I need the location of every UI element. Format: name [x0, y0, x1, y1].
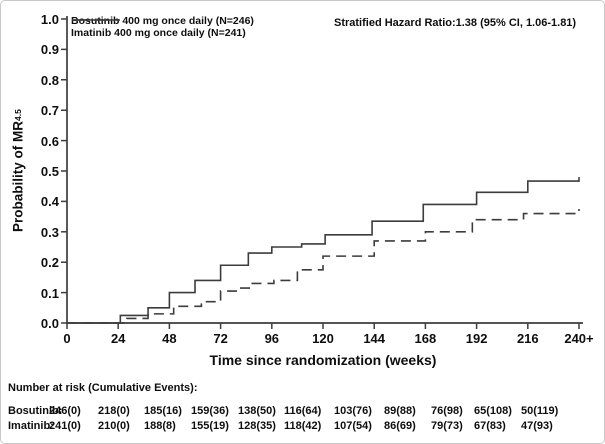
y-tick-label: 0.0: [40, 316, 59, 331]
x-tick-label: 0: [63, 331, 71, 346]
x-tick-label: 144: [363, 331, 386, 346]
legend-label: Imatinib 400 mg once daily (N=241): [71, 27, 246, 39]
risk-cell: 138(50): [238, 405, 276, 417]
dashed-line-icon: [72, 19, 120, 21]
legend-item-imatinib: Imatinib 400 mg once daily (N=241): [71, 19, 254, 39]
risk-cell: 67(83): [474, 420, 506, 432]
risk-cell: 107(54): [334, 420, 372, 432]
x-tick-label: 96: [264, 331, 280, 346]
x-tick-label: 168: [414, 331, 437, 346]
x-tick-label: 216: [516, 331, 539, 346]
hazard-ratio-annotation: Stratified Hazard Ratio:1.38 (95% CI, 1.…: [334, 17, 577, 29]
y-tick-label: 0.7: [40, 103, 59, 119]
risk-table-row: Imatinib: 241(0) 210(0) 188(8) 155(19) 128(35…: [1, 420, 604, 433]
risk-cell: 218(0): [98, 405, 130, 417]
y-axis-title-text: Probability of MR: [10, 121, 26, 233]
risk-cell: 86(69): [384, 420, 416, 432]
risk-cell: 47(93): [521, 420, 553, 432]
risk-cell: 76(98): [431, 405, 463, 417]
risk-table-title: Number at risk (Cumulative Events):: [8, 382, 198, 394]
risk-cell: 159(36): [191, 405, 229, 417]
km-curve-imatinib: [67, 209, 580, 324]
risk-cell: 103(76): [334, 405, 372, 417]
risk-cell: 65(108): [474, 405, 512, 417]
risk-cell: 210(0): [98, 420, 130, 432]
y-tick-label: 0.4: [40, 194, 59, 210]
y-tick-label: 0.1: [40, 285, 59, 301]
y-tick-label: 1.0: [40, 12, 59, 27]
legend: Bosutinib 400 mg once daily (N=246) Imat…: [71, 15, 254, 39]
y-axis-title-superscript: 4.5: [13, 109, 23, 122]
risk-cell: 128(35): [238, 420, 276, 432]
risk-cell: 155(19): [191, 420, 229, 432]
km-curve-bosutinib: [67, 177, 580, 324]
risk-cell: 185(16): [144, 405, 182, 417]
risk-cell: 116(64): [284, 405, 322, 417]
risk-cell: 89(88): [384, 405, 416, 417]
x-tick-label: 24: [110, 331, 126, 346]
x-axis-title: Time since randomization (weeks): [209, 352, 437, 368]
km-plot-canvas: [61, 16, 583, 329]
risk-cell: 188(8): [144, 420, 176, 432]
x-tick-label: 72: [213, 331, 228, 346]
y-tick-label: 0.6: [40, 133, 59, 149]
y-tick-label: 0.9: [40, 42, 59, 58]
risk-cell: 118(42): [284, 420, 322, 432]
y-tick-label: 0.3: [40, 224, 59, 240]
y-tick-label: 0.8: [40, 72, 59, 88]
y-tick-label: 0.2: [40, 255, 59, 271]
y-axis-title: Probability of MR 4.5: [7, 19, 29, 323]
risk-row-label: Imatinib:: [8, 420, 54, 432]
x-tick-label: 240+: [564, 331, 594, 346]
x-tick-label: 120: [312, 331, 334, 346]
y-tick-label: 0.5: [40, 164, 59, 179]
risk-table-row: Bosutinib: 246(0) 218(0) 185(16) 159(36) 138(…: [1, 405, 604, 418]
x-tick-label: 48: [162, 331, 177, 346]
legend-label: Bosutinib 400 mg once daily (N=246): [71, 15, 254, 27]
x-tick-label: 192: [465, 331, 488, 346]
risk-row-label: Bosutinib:: [8, 405, 63, 417]
risk-cell: 50(119): [521, 405, 559, 417]
risk-cell: 246(0): [49, 405, 81, 417]
risk-cell: 79(73): [431, 420, 463, 432]
risk-cell: 241(0): [49, 420, 81, 432]
